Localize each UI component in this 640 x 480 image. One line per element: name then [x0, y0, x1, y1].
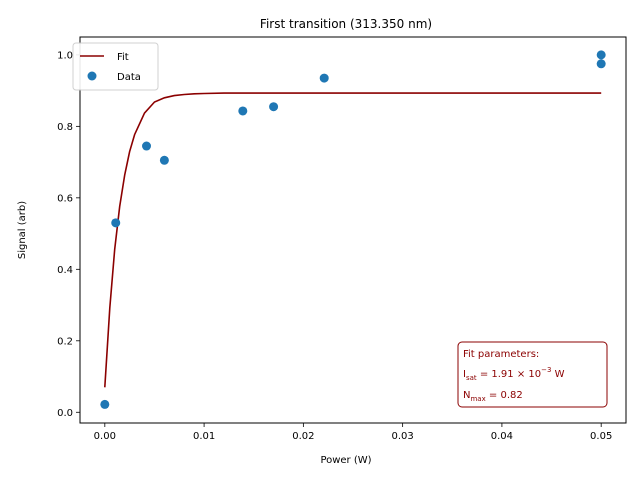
y-tick-label: 0.4: [57, 265, 73, 276]
y-axis-label: Signal (arb): [17, 201, 28, 259]
y-axis: 0.0 0.2 0.4 0.6 0.8 1.0: [57, 50, 80, 419]
data-point: [596, 59, 606, 69]
x-tick-label: 0.03: [392, 431, 414, 442]
fit-parameters-box: Fit parameters: Isat = 1.91 × 10−3 W Nma…: [457, 341, 608, 408]
legend-fit-label: Fit: [117, 52, 129, 63]
data-point: [111, 218, 121, 228]
y-tick-label: 0.6: [57, 193, 73, 204]
x-tick-label: 0.04: [491, 431, 513, 442]
isat-value: = 1.91 × 10: [477, 369, 541, 380]
fit-parameter-nmax: Nmax = 0.82: [463, 390, 523, 403]
x-tick-label: 0.05: [590, 431, 612, 442]
fit-parameter-isat: Isat = 1.91 × 10−3 W: [463, 366, 565, 382]
data-point: [159, 155, 169, 165]
nmax-value: = 0.82: [486, 390, 523, 401]
legend-data-label: Data: [117, 72, 141, 83]
data-point: [100, 399, 110, 409]
data-marks: [100, 50, 606, 409]
isat-symbol: I: [463, 369, 466, 380]
data-point: [319, 73, 329, 83]
y-tick-label: 0.8: [57, 122, 73, 133]
legend-data-swatch: [87, 71, 97, 81]
axes-frame: [79, 36, 627, 424]
data-point: [238, 106, 248, 116]
x-tick-label: 0.02: [292, 431, 314, 442]
fit-parameters-border: [457, 341, 608, 408]
data-point: [142, 141, 152, 151]
nmax-subscript: max: [470, 395, 485, 403]
plot-area: [79, 36, 627, 424]
chart-title: First transition (313.350 nm): [260, 17, 432, 31]
y-tick-label: 1.0: [57, 50, 73, 61]
data-point: [269, 102, 279, 112]
fit-parameters-title: Fit parameters:: [463, 349, 539, 360]
x-tick-label: 0.01: [193, 431, 215, 442]
nmax-symbol: N: [463, 390, 470, 401]
data-point: [596, 50, 606, 60]
legend-box: [72, 42, 159, 91]
isat-unit: W: [551, 369, 564, 380]
isat-subscript: sat: [466, 374, 477, 382]
y-tick-label: 0.0: [57, 408, 73, 419]
legend: Fit Data: [72, 42, 159, 91]
fit-line: [104, 92, 602, 388]
x-axis-label: Power (W): [320, 455, 371, 466]
x-axis: 0.00 0.01 0.02 0.03 0.04 0.05: [94, 423, 612, 442]
x-tick-label: 0.00: [94, 431, 116, 442]
y-tick-label: 0.2: [57, 336, 73, 347]
isat-exponent: −3: [541, 366, 551, 374]
